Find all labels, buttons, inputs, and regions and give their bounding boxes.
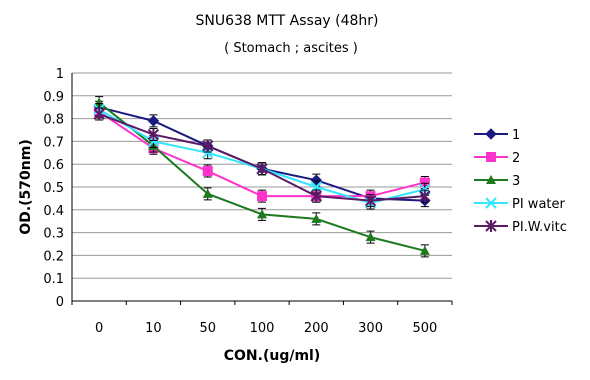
legend-item-5: PI.W.vitc: [474, 220, 567, 235]
data-point: [147, 128, 160, 141]
legend-item-3: 3: [474, 174, 520, 189]
y-tick-label: 1: [56, 67, 64, 82]
y-tick-label: 0: [56, 295, 64, 310]
y-axis-label: OD.(570nm): [18, 139, 34, 234]
data-point: [147, 115, 160, 127]
y-tick-label: 0.5: [43, 181, 64, 196]
legend-label: PI water: [512, 197, 565, 212]
y-tick-label: 0.8: [43, 113, 64, 128]
legend-label: 3: [512, 174, 520, 189]
legend-item-1: 1: [474, 128, 520, 143]
y-tick-label: 0.3: [43, 227, 64, 242]
series-5: [93, 107, 431, 208]
x-axis-label: CON.(ug/ml): [224, 348, 321, 364]
data-point: [310, 190, 322, 203]
legend-item-4: PI water: [474, 197, 565, 212]
y-tick-label: 0.9: [43, 90, 64, 105]
series-line: [98, 113, 425, 202]
data-point: [365, 232, 376, 242]
series-line: [98, 110, 426, 198]
data-point: [93, 108, 105, 121]
legend-marker: [486, 152, 496, 162]
data-point: [419, 177, 430, 188]
x-tick-label: 10: [145, 321, 162, 336]
x-tick-label: 200: [304, 321, 329, 336]
x-tick-label: 50: [199, 321, 216, 336]
data-point: [311, 213, 322, 223]
y-tick-label: 0.7: [43, 135, 64, 150]
legend-label: 2: [512, 151, 520, 166]
y-tick-label: 0.2: [43, 249, 64, 264]
y-tick-label: 0.4: [43, 204, 64, 219]
x-tick-label: 100: [250, 321, 275, 336]
legend-label: PI.W.vitc: [512, 220, 567, 235]
x-tick-label: 0: [95, 321, 103, 336]
series-line: [98, 101, 426, 252]
legend-label: 1: [512, 128, 520, 143]
data-point: [419, 190, 431, 203]
legend: 1 2 3 PI water PI.W.vitc: [474, 128, 567, 235]
chart-subtitle: ( Stomach ; ascites ): [224, 41, 358, 56]
data-point: [94, 97, 105, 107]
legend-marker: [485, 220, 497, 232]
y-tick-label: 0.1: [43, 272, 64, 287]
series-group: [93, 96, 431, 258]
x-tick-label: 300: [358, 321, 383, 336]
data-point: [257, 209, 267, 219]
x-tick-label: 500: [412, 321, 437, 336]
series-3: [94, 96, 430, 258]
chart-title: SNU638 MTT Assay (48hr): [195, 13, 378, 29]
series-2: [94, 105, 430, 203]
data-point: [257, 191, 267, 202]
data-point: [256, 162, 268, 175]
legend-item-2: 2: [474, 151, 520, 166]
y-tick-label: 0.6: [43, 158, 64, 173]
legend-marker: [486, 175, 496, 184]
legend-marker: [485, 197, 497, 209]
data-point: [364, 194, 377, 207]
data-point: [419, 245, 430, 255]
gridlines: [72, 72, 452, 279]
series-line: [98, 108, 426, 204]
data-point: [202, 139, 214, 152]
data-point: [202, 166, 213, 177]
legend-marker: [485, 128, 497, 140]
axes: 00.10.20.30.40.50.60.70.80.910 10 50 100 200…: [43, 67, 453, 336]
data-point: [202, 188, 213, 198]
